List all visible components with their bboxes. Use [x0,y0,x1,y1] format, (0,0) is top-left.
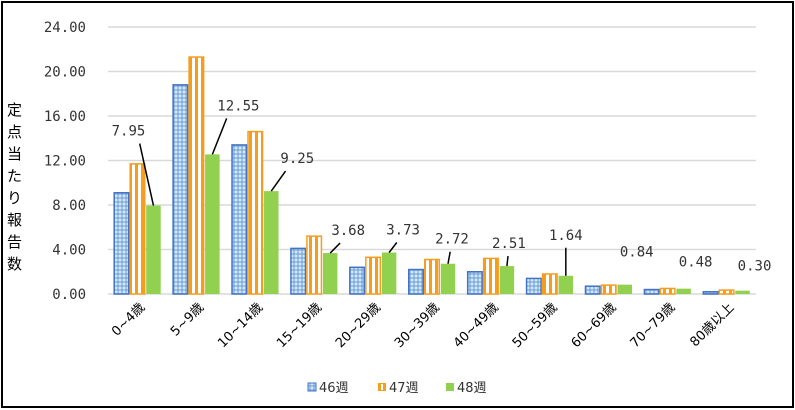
leader-line [329,242,341,254]
bar-47週-5~9歳 [188,56,205,295]
y-tick-label: 20.00 [44,65,86,81]
bar-48週-10~14歳 [264,191,279,294]
bar-46週-0~4歳 [113,192,130,295]
data-label: 9.25 [280,151,314,167]
leader-line [506,255,509,267]
bar-46週-20~29歳 [349,266,366,295]
y-tick-label: 8.00 [52,198,86,214]
leader-line [138,143,155,206]
data-label: 7.95 [112,124,146,140]
x-tick-label: 30~39歳 [392,300,443,351]
y-tick-label: 0.00 [52,287,86,303]
bar-48週-40~49歳 [499,266,515,294]
data-label: 0.30 [738,259,772,275]
legend-swatch [446,383,454,391]
bar-48週-60~69歳 [617,284,632,294]
x-tick-label: 60~69歳 [569,300,620,351]
data-label: 0.84 [620,245,654,261]
bar-46週-10~14歳 [231,144,248,295]
bar-46週-80歳以上 [702,291,719,295]
bar-48週-20~29歳 [381,252,397,294]
data-label: 2.72 [435,232,469,248]
bar-47週-80歳以上 [718,289,735,295]
bar-46週-50~59歳 [525,277,542,295]
bar-46週-30~39歳 [408,268,424,295]
x-tick-label: 5~9歳 [168,300,207,339]
leader-line [447,251,451,264]
x-tick-label: 15~19歳 [274,300,325,351]
leader-line [270,170,287,192]
bar-47週-10~14歳 [247,130,264,295]
y-tick-label: 12.00 [44,154,86,170]
bar-48週-15~19歳 [322,253,338,294]
bar-46週-5~9歳 [172,84,189,295]
x-tick-label: 50~59歳 [510,300,561,351]
x-tick-label: 20~29歳 [333,300,384,351]
bar-47週-30~39歳 [424,258,440,295]
y-tick-label: 16.00 [44,109,86,125]
data-label: 1.64 [549,228,583,244]
bar-48週-5~9歳 [205,154,220,294]
x-tick-label: 80歳以上 [687,300,737,350]
data-label: 0.48 [679,255,713,271]
legend-swatch [307,382,317,392]
data-label: 3.68 [331,223,365,239]
bar-47週-0~4歳 [129,163,146,295]
legend-label: 47週 [389,381,419,396]
bar-48週-0~4歳 [146,205,161,294]
bar-47週-40~49歳 [482,257,499,295]
bar-48週-80歳以上 [735,290,750,294]
bar-47週-50~59歳 [541,273,558,295]
legend-label: 46週 [319,381,349,396]
data-label: 2.51 [492,236,526,252]
bar-48週-30~39歳 [440,263,456,294]
data-label: 12.55 [217,98,259,114]
x-tick-label: 10~14歳 [215,300,266,351]
bar-46週-70~79歳 [643,288,660,295]
bar-48週-50~59歳 [558,275,574,294]
bar-46週-15~19歳 [290,247,307,295]
bar-47週-15~19歳 [306,235,323,295]
y-tick-label: 4.00 [52,243,86,259]
x-tick-label: 40~49歳 [451,300,502,351]
x-tick-label: 0~4歳 [109,300,148,339]
data-label: 3.73 [386,223,420,239]
y-axis-label: 定点当たり報告数 [7,101,22,273]
leader-line [211,118,228,155]
x-tick-label: 70~79歳 [628,300,679,351]
bar-chart: 0.00 4.00 8.00 12.00 16.00 20.00 24.00 7.95 12.… [7,20,772,396]
bar-46週-60~69歳 [584,285,601,295]
bar-47週-70~79歳 [659,287,676,295]
y-tick-label: 24.00 [44,20,86,36]
leader-line [388,242,398,253]
legend-swatch-stripe [381,384,383,390]
bar-47週-60~69歳 [600,284,617,295]
bar-47週-20~29歳 [365,256,382,295]
bar-46週-40~49歳 [466,271,483,295]
legend-label: 48週 [457,381,487,396]
bar-48週-70~79歳 [676,288,691,294]
